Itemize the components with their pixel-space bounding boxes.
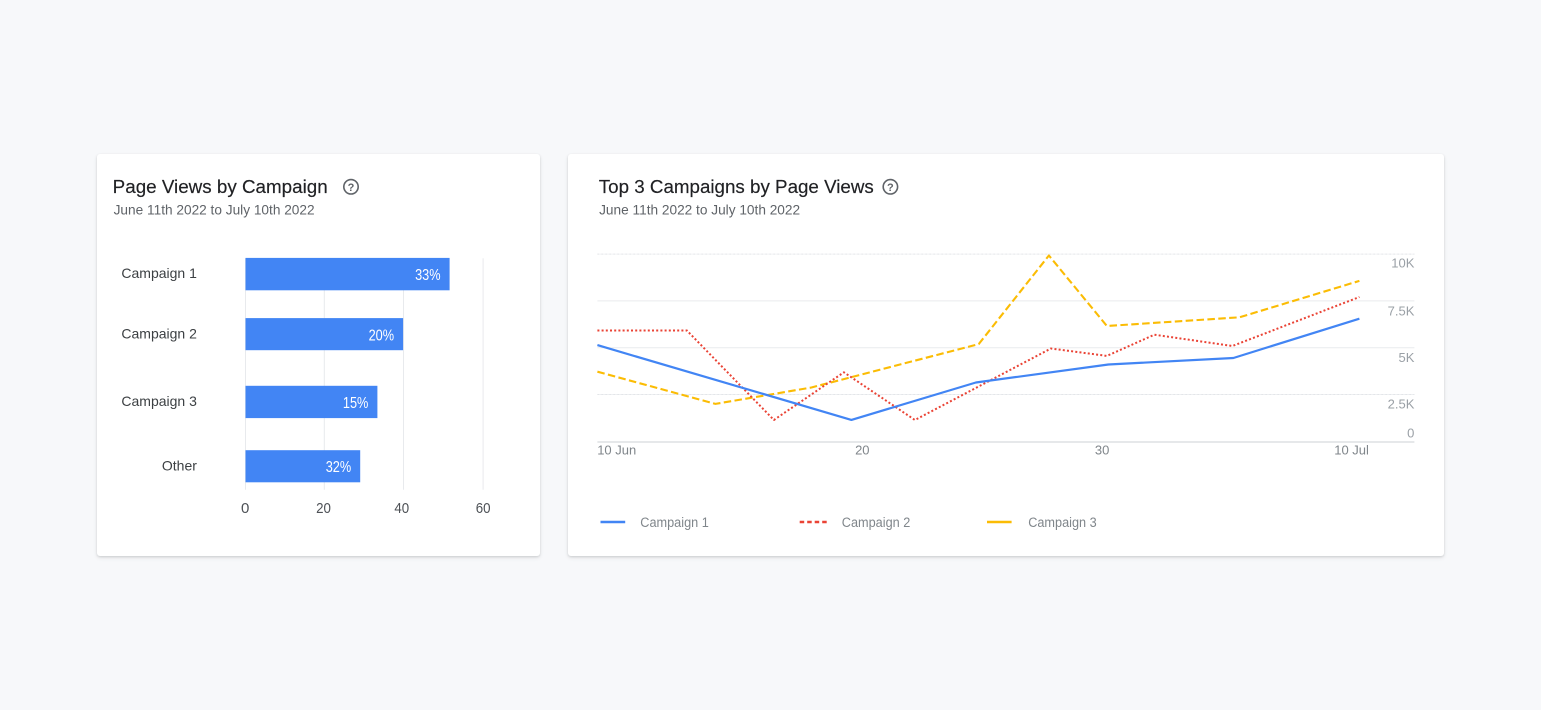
svg-text:?: ?	[887, 181, 894, 193]
svg-text:20: 20	[316, 499, 331, 516]
svg-text:0: 0	[1407, 425, 1414, 440]
svg-text:Campaign 2: Campaign 2	[841, 514, 910, 529]
svg-text:0: 0	[241, 499, 249, 516]
svg-text:40: 40	[394, 499, 409, 516]
svg-text:30: 30	[1094, 442, 1108, 457]
svg-text:10 Jul: 10 Jul	[1334, 442, 1369, 457]
svg-text:Other: Other	[161, 457, 196, 473]
svg-text:20: 20	[855, 442, 869, 457]
svg-text:Campaign 2: Campaign 2	[121, 325, 197, 341]
svg-text:10K: 10K	[1391, 255, 1414, 270]
svg-text:2.5K: 2.5K	[1387, 396, 1414, 411]
svg-text:10 Jun: 10 Jun	[597, 442, 636, 457]
svg-text:?: ?	[347, 181, 354, 193]
svg-text:June 11th 2022 to July 10th 20: June 11th 2022 to July 10th 2022	[113, 201, 314, 217]
svg-text:Campaign 1: Campaign 1	[640, 514, 709, 529]
svg-text:32%: 32%	[325, 459, 351, 476]
svg-text:Page Views by Campaign: Page Views by Campaign	[112, 177, 327, 197]
svg-text:Campaign 3: Campaign 3	[1028, 514, 1097, 529]
svg-text:Top 3 Campaigns by Page Views: Top 3 Campaigns by Page Views	[598, 177, 873, 197]
svg-text:Campaign 3: Campaign 3	[121, 393, 197, 409]
svg-text:20%: 20%	[368, 327, 394, 344]
svg-text:Campaign 1: Campaign 1	[121, 265, 197, 281]
svg-text:15%: 15%	[342, 395, 368, 412]
svg-text:5K: 5K	[1398, 349, 1414, 364]
svg-text:60: 60	[475, 499, 490, 516]
svg-text:7.5K: 7.5K	[1387, 303, 1414, 318]
svg-text:June 11th 2022 to July 10th 20: June 11th 2022 to July 10th 2022	[599, 201, 800, 217]
svg-text:33%: 33%	[415, 267, 441, 284]
